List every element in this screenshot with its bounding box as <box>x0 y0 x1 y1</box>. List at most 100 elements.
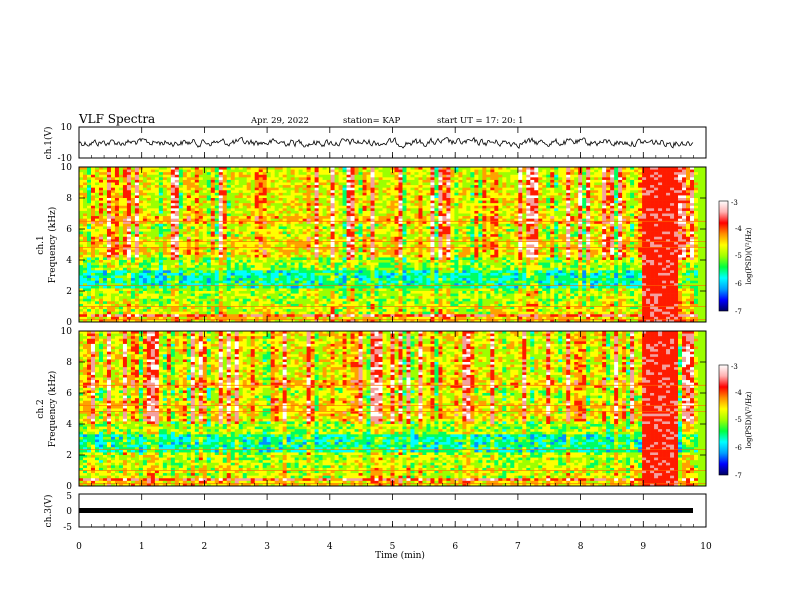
spectrogram-cell <box>158 252 164 256</box>
spectrogram-cell <box>154 236 160 240</box>
spectrogram-cell <box>258 265 263 269</box>
spectrogram-cell <box>346 275 351 279</box>
spectrogram-cell <box>154 198 160 201</box>
spectrogram-cell <box>330 262 335 266</box>
spectrogram-cell <box>166 275 172 279</box>
spectrogram-cell <box>134 257 140 261</box>
spectrogram-cell <box>198 192 204 196</box>
spectrogram-cell <box>334 306 339 310</box>
spectrogram-cell <box>326 254 331 258</box>
spectrogram-cell <box>106 216 112 219</box>
spectrogram-cell <box>226 179 232 183</box>
spectrogram-cell <box>218 223 224 227</box>
spectrogram-cell <box>338 167 343 170</box>
spectrogram-cell <box>366 213 371 217</box>
spectrogram-cell <box>298 247 303 250</box>
spectrogram-cell <box>266 210 271 214</box>
spectrogram-cell <box>142 257 148 261</box>
spectrogram-cell <box>138 262 144 266</box>
spectrogram-cell <box>354 278 359 281</box>
spectrogram-cell <box>258 260 263 263</box>
spectrogram-cell <box>198 306 204 310</box>
spectrogram-cell <box>378 185 383 188</box>
spectrogram-cell <box>238 272 244 276</box>
spectrogram-cell <box>266 226 271 230</box>
spectrogram-cell <box>250 254 256 258</box>
spectrogram-cell <box>334 239 339 243</box>
spectrogram-cell <box>226 195 232 199</box>
spectrogram-cell <box>358 192 363 196</box>
spectrogram-cell <box>98 260 104 263</box>
spectrogram-cell <box>366 205 371 209</box>
spectrogram-cell <box>90 262 96 266</box>
spectrogram-cell <box>238 241 244 245</box>
spectrogram-cell <box>314 301 319 305</box>
spectrogram-cell <box>94 247 100 250</box>
spectrogram-cell <box>266 179 271 183</box>
spectrogram-cell <box>222 234 228 238</box>
spectrogram-cell <box>150 185 156 188</box>
spectrogram-cell <box>218 195 224 199</box>
spectrogram-cell <box>210 311 216 315</box>
spectrogram-cell <box>342 169 347 173</box>
spectrogram-cell <box>390 265 395 269</box>
spectrogram-cell <box>210 249 216 253</box>
spectrogram-cell <box>402 185 407 188</box>
spectrogram-cell <box>222 275 228 279</box>
spectrogram-cell <box>258 249 263 253</box>
spectrogram-cell <box>262 265 267 269</box>
spectrogram-cell <box>182 174 188 178</box>
spectrogram-cell <box>302 195 307 199</box>
spectrogram-cell <box>146 213 152 217</box>
spectrogram-cell <box>286 210 291 214</box>
spectrogram-cell <box>90 288 96 292</box>
spectrogram-cell <box>98 291 104 294</box>
spectrogram-cell <box>402 278 407 281</box>
spectrogram-cell <box>186 298 192 302</box>
spectrogram-cell <box>270 288 275 292</box>
spectrogram-cell <box>374 247 379 250</box>
spectrogram-cell <box>134 198 140 201</box>
spectrogram-cell <box>194 187 200 191</box>
spectrogram-cell <box>246 182 252 186</box>
spectrogram-cell <box>250 221 256 225</box>
spectrogram-cell <box>110 229 116 232</box>
spectrogram-cell <box>318 200 323 204</box>
spectrogram-cell <box>378 239 383 243</box>
spectrogram-cell <box>186 213 192 217</box>
spectrogram-cell <box>174 200 180 204</box>
spectrogram-cell <box>210 239 216 243</box>
spectrogram-cell <box>150 221 156 225</box>
spectrogram-cell <box>254 213 260 217</box>
spectrogram-cell <box>166 216 172 219</box>
spectrogram-cell <box>138 296 144 300</box>
spectrogram-cell <box>394 291 399 294</box>
spectrogram-cell <box>282 187 287 191</box>
spectrogram-cell <box>298 244 303 248</box>
spectrogram-cell <box>230 311 236 315</box>
spectrogram-cell <box>110 306 116 310</box>
spectrogram-cell <box>142 293 148 297</box>
spectrogram-cell <box>374 208 379 212</box>
spectrogram-cell <box>318 254 323 258</box>
spectrogram-cell <box>394 223 399 227</box>
spectrogram-cell <box>86 234 92 238</box>
spectrogram-cell <box>122 198 128 201</box>
spectrogram-cell <box>174 241 180 245</box>
spectrogram-cell <box>106 234 112 238</box>
spectrogram-cell <box>210 208 216 212</box>
spectrogram-cell <box>326 216 331 219</box>
spectrogram-cell <box>150 283 156 287</box>
spectrogram-cell <box>382 187 387 191</box>
spectrogram-cell <box>98 298 104 302</box>
spectrogram-cell <box>114 296 120 300</box>
spectrogram-cell <box>322 241 327 245</box>
spectrogram-cell <box>362 285 367 289</box>
spectrogram-cell <box>274 244 279 248</box>
spectrogram-cell <box>270 278 275 281</box>
spectrogram-cell <box>354 298 359 302</box>
spectrogram-cell <box>118 291 124 294</box>
spectrogram-cell <box>190 257 196 261</box>
spectrogram-cell <box>102 216 108 219</box>
spectrogram-cell <box>366 200 371 204</box>
